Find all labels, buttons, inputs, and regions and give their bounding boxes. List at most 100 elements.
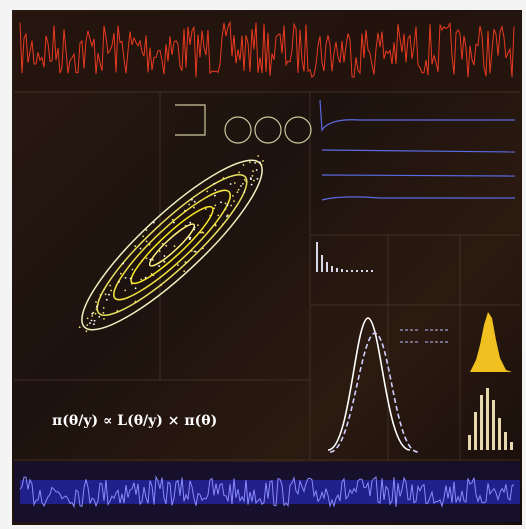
- scatter-dot: [256, 160, 258, 163]
- scatter-dot: [96, 304, 99, 306]
- scatter-dot: [86, 324, 89, 326]
- scatter-dot: [173, 245, 176, 248]
- scatter-dot: [144, 276, 147, 279]
- scatter-dot: [129, 277, 132, 280]
- scatter-dot: [145, 240, 148, 243]
- scatter-dot: [142, 235, 145, 238]
- scatter-dot: [188, 238, 191, 241]
- scatter-dot: [108, 293, 110, 296]
- scatter-dot: [202, 247, 204, 250]
- scatter-dot: [140, 278, 143, 281]
- scatter-dot: [124, 289, 127, 292]
- scatter-dot: [161, 242, 164, 245]
- scatter-dot: [184, 224, 187, 227]
- scatter-dot: [255, 169, 258, 171]
- scatter-dot: [214, 224, 217, 227]
- scatter-dot: [193, 206, 195, 209]
- scatter-dot: [134, 245, 137, 248]
- scatter-dot: [103, 288, 106, 291]
- scatter-dot: [95, 301, 97, 303]
- blue-trace: [19, 475, 515, 509]
- scatter-dot: [249, 177, 252, 180]
- scatter-dot: [163, 260, 166, 263]
- scatter-dot: [251, 175, 254, 177]
- scatter-dot: [95, 308, 98, 311]
- scatter-dot: [202, 231, 205, 234]
- acf-bars: [316, 242, 373, 272]
- scatter-dot: [193, 226, 196, 229]
- scatter-dot: [188, 236, 191, 239]
- scatter-dot: [222, 223, 224, 226]
- scatter-dot: [89, 322, 91, 324]
- scatter-dot: [229, 183, 232, 185]
- scatter-dot: [190, 250, 193, 252]
- scatter-dot: [90, 319, 93, 322]
- scatter-dot: [160, 284, 163, 287]
- scatter-dot: [109, 284, 112, 287]
- scatter-dot: [243, 191, 246, 193]
- scatter-dot: [260, 163, 263, 166]
- scatter-dot: [139, 247, 142, 250]
- scatter-dot: [253, 179, 255, 182]
- formula: π(θ/y) ∝ L(θ/y) × π(θ): [52, 413, 217, 429]
- scatter-dot: [242, 164, 245, 166]
- scatter-dot: [214, 204, 217, 207]
- background: [12, 10, 522, 525]
- scatter-dot: [213, 182, 216, 185]
- scatter-dot: [197, 224, 199, 227]
- scatter-dot: [171, 218, 174, 221]
- scatter-dot: [257, 155, 260, 157]
- scatter-dot: [188, 203, 191, 206]
- scatter-dot: [163, 255, 166, 257]
- scatter-dot: [148, 243, 151, 246]
- scatter-dot: [149, 258, 152, 261]
- scatter-dot: [193, 250, 196, 253]
- scatter-dot: [254, 162, 256, 164]
- scatter-dot: [145, 229, 148, 232]
- scatter-dot: [206, 190, 209, 193]
- scatter-dot: [259, 161, 261, 164]
- scatter-dot: [78, 326, 81, 329]
- convergence-traces: [319, 99, 516, 201]
- scatter-dot: [145, 257, 148, 260]
- scatter-dot: [198, 231, 201, 234]
- density-curves: [327, 317, 450, 453]
- scatter-dot: [189, 221, 192, 224]
- scatter-dot: [176, 232, 178, 235]
- scatter-dot: [122, 262, 125, 265]
- scatter-dot: [173, 221, 175, 224]
- scatter-dot: [193, 228, 196, 231]
- scatter-dot: [124, 277, 127, 279]
- scatter-dot: [141, 259, 144, 262]
- scatter-dot: [93, 319, 96, 322]
- scatter-dot: [184, 261, 187, 264]
- scatter-dot: [91, 312, 94, 315]
- scatter-dot: [88, 328, 91, 331]
- scatter-dot: [237, 188, 240, 191]
- scatter-dot: [262, 160, 264, 162]
- scatter-dot: [240, 185, 242, 187]
- scatter-dot: [102, 311, 105, 314]
- scatter-dot: [118, 281, 120, 283]
- scatter-dot: [98, 315, 101, 318]
- red-trace: [19, 20, 515, 79]
- loops: [175, 104, 312, 144]
- scatter-dot: [104, 293, 107, 296]
- scatter-dot: [220, 201, 222, 204]
- scatter-dot: [150, 273, 153, 275]
- scatter-dot: [250, 183, 253, 186]
- scatter-dot: [93, 323, 95, 326]
- scatter-dot: [94, 312, 97, 315]
- scatter-dot: [120, 272, 122, 275]
- white-histogram: [468, 388, 513, 450]
- scatter-dot: [252, 170, 254, 173]
- scatter-dot: [116, 310, 119, 312]
- scatter-dot: [226, 215, 228, 218]
- scatter-dot: [103, 318, 105, 320]
- scatter-dot: [99, 293, 102, 296]
- scatter-dot: [232, 195, 234, 197]
- scatter-dot: [110, 289, 113, 292]
- scatter-dot: [233, 200, 235, 203]
